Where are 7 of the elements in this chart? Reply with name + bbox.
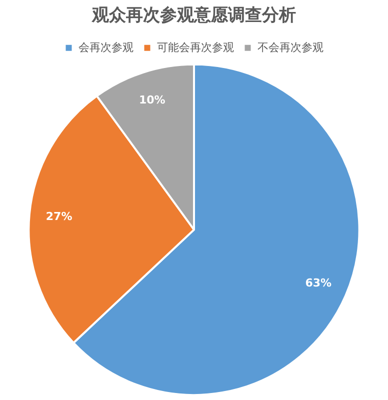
legend-label: 会再次参观 <box>78 40 134 54</box>
legend-label: 不会再次参观 <box>257 40 324 54</box>
data-label: 10% <box>138 94 166 107</box>
data-label: 63% <box>305 276 332 290</box>
chart-title: 观众再次参观意愿调查分析 <box>91 6 296 26</box>
legend-label: 可能会再次参观 <box>156 40 234 54</box>
data-label: 27% <box>46 210 72 223</box>
